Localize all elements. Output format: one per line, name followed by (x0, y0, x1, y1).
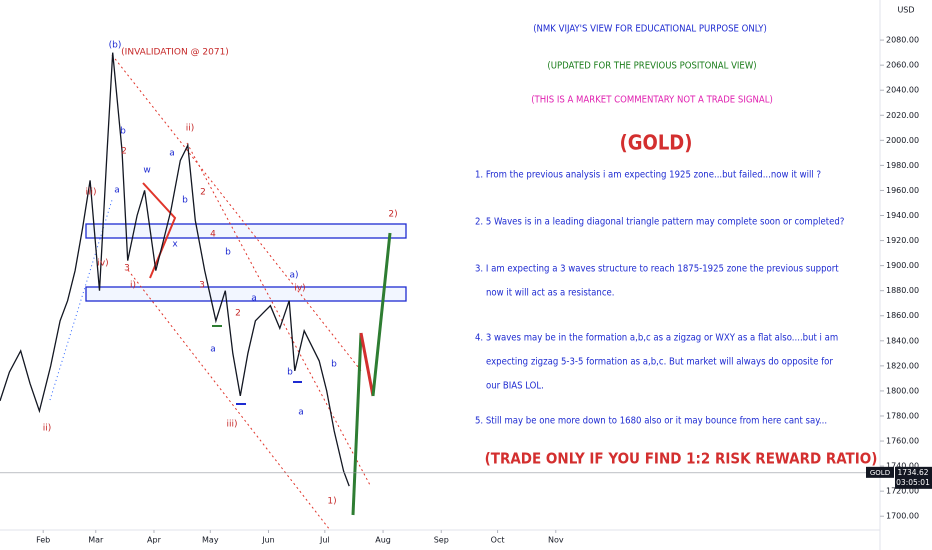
wave-label: ii) (43, 424, 52, 434)
note-point: 5. Still may be one more down to 1680 al… (475, 416, 827, 427)
note-title: (GOLD) (620, 131, 693, 155)
symbol-box (866, 466, 894, 478)
y-tick-label: 2020.00 (886, 111, 919, 120)
wave-label: 1) (327, 497, 336, 507)
projection-down (359, 332, 375, 397)
x-tick-label: Apr (147, 536, 162, 545)
symbol-label: GOLD (870, 469, 890, 477)
y-tick-label: 1840.00 (886, 336, 919, 345)
note-point: expecting zigzag 5-3-5 formation as a,b,… (486, 357, 833, 368)
wave-label: a (251, 294, 257, 304)
channel-line (111, 54, 363, 373)
wave-label: 2 (121, 147, 127, 157)
wave-label: i) (130, 281, 136, 291)
wave-label: iii) (226, 420, 237, 430)
y-tick-label: 1800.00 (886, 386, 919, 395)
y-tick-label: 1980.00 (886, 161, 919, 170)
note-header: (UPDATED FOR THE PREVIOUS POSITONAL VIEW… (547, 61, 756, 72)
support-zone (85, 286, 407, 302)
x-tick-label: Sep (434, 536, 449, 545)
wave-label: b (225, 248, 231, 258)
y-tick-label: 1960.00 (886, 186, 919, 195)
price-box (895, 466, 932, 489)
wave-label: a) (289, 271, 298, 281)
y-tick-label: 1880.00 (886, 286, 919, 295)
price-line (0, 52, 350, 487)
wave-label: b (182, 196, 188, 206)
y-tick-label: 2000.00 (886, 136, 919, 145)
price-label: 1734.62 (897, 468, 928, 477)
wave-label: (INVALIDATION @ 2071) (121, 48, 229, 58)
wave-label: a (169, 149, 175, 159)
x-tick-label: Mar (88, 536, 104, 545)
wave-label: ii) (186, 124, 195, 134)
x-tick-label: Oct (491, 536, 505, 545)
y-tick-label: 1920.00 (886, 236, 919, 245)
note-footer: (TRADE ONLY IF YOU FIND 1:2 RISK REWARD … (485, 450, 878, 468)
trend-line (49, 199, 113, 401)
note-header: (THIS IS A MARKET COMMENTARY NOT A TRADE… (531, 95, 773, 106)
note-point: 2. 5 Waves is in a leading diagonal tria… (475, 217, 844, 228)
y-tick-label: 1700.00 (886, 512, 919, 521)
projection-up (371, 232, 392, 397)
wave-label: iv) (294, 284, 305, 294)
y-tick-label: 2080.00 (886, 36, 919, 45)
y-tick-label: 1820.00 (886, 361, 919, 370)
wave-label: (b) (109, 41, 122, 51)
wave-label: 2 (200, 188, 206, 198)
x-tick-label: Nov (548, 536, 564, 545)
note-point: now it will act as a resistance. (486, 288, 615, 299)
x-tick-label: Aug (375, 536, 391, 545)
wave-label: 3 (124, 264, 130, 274)
wave-label: iv) (97, 259, 108, 269)
wave-label: iii) (85, 188, 96, 198)
wave-label: w (143, 166, 150, 176)
y-tick-label: 1860.00 (886, 311, 919, 320)
note-point: 4. 3 waves may be in the formation a,b,c… (475, 333, 838, 344)
wave-label: 2) (388, 210, 397, 220)
note-header: (NMK VIJAY'S VIEW FOR EDUCATIONAL PURPOS… (533, 24, 767, 35)
wave-label: x (172, 240, 178, 250)
note-point: 1. From the previous analysis i am expec… (475, 170, 821, 181)
x-tick-label: May (202, 536, 219, 545)
x-tick-label: Jun (261, 536, 275, 545)
x-tick-label: Jul (319, 536, 330, 545)
projection-up (351, 332, 363, 516)
y-tick-label: 1900.00 (886, 261, 919, 270)
wave-label: b (287, 368, 293, 378)
y-tick-label: 1740.00 (886, 462, 919, 471)
wave-label: a (210, 345, 216, 355)
wave-label: a (298, 408, 304, 418)
countdown-label: 03:05:01 (896, 478, 930, 487)
wave-label: 2 (235, 309, 241, 319)
y-tick-label: 1780.00 (886, 411, 919, 420)
commentary: (NMK VIJAY'S VIEW FOR EDUCATIONAL PURPOS… (475, 24, 877, 468)
y-tick-label: 2060.00 (886, 61, 919, 70)
wave-label: b (120, 127, 126, 137)
wave-label: 4 (210, 230, 216, 240)
axis-unit: USD (897, 6, 914, 15)
y-tick-label: 2040.00 (886, 86, 919, 95)
note-point: our BIAS LOL. (486, 381, 544, 392)
wave-label: 3 (199, 281, 205, 291)
wave-label: a (114, 186, 120, 196)
y-tick-label: 1760.00 (886, 437, 919, 446)
y-tick-label: 1940.00 (886, 211, 919, 220)
wave-label: b (331, 360, 337, 370)
y-tick-label: 1720.00 (886, 487, 919, 496)
note-point: 3. I am expecting a 3 waves structure to… (475, 264, 839, 275)
x-tick-label: Feb (36, 536, 50, 545)
